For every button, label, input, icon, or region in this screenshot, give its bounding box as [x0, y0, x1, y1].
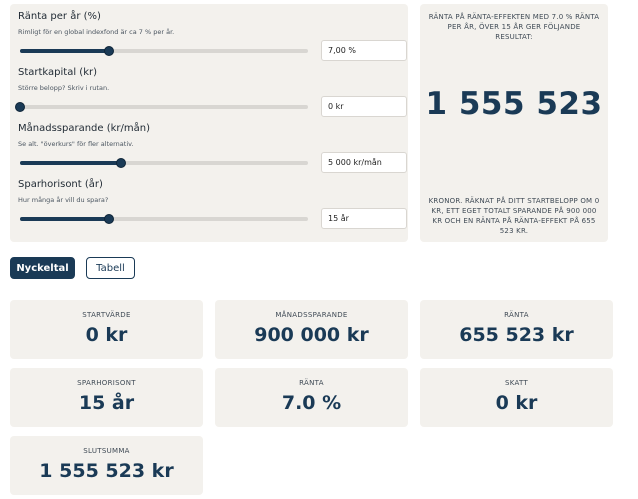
interest-rate-slider[interactable] — [20, 46, 308, 56]
card-label: Skatt — [504, 379, 529, 387]
card-label: Månadssparande — [275, 311, 348, 319]
key-figure-card-horizon: Sparhorisont 15 år — [10, 368, 203, 427]
monthly-savings-slider-fill — [20, 161, 121, 165]
interest-rate-label: Ränta per år (%) — [18, 11, 101, 22]
start-capital-hint: Större belopp? Skriv i rutan. — [18, 84, 110, 92]
key-figure-card-interest-rate: Ränta 7.0 % — [215, 368, 408, 427]
savings-horizon-slider-fill — [20, 217, 110, 221]
savings-horizon-hint: Hur många år vill du spara? — [18, 196, 109, 204]
start-capital-slider-handle[interactable] — [15, 102, 25, 112]
card-label: Ränta — [504, 311, 529, 319]
start-capital-input[interactable]: 0 kr — [321, 96, 407, 117]
tab-tabell[interactable]: Tabell — [86, 257, 135, 279]
card-value: 0 kr — [85, 324, 128, 346]
result-panel: Ränta på ränta-effekten med 7.0 % ränta … — [420, 4, 608, 242]
card-value: 0 kr — [495, 392, 538, 414]
key-figure-card-final-sum: Slutsumma 1 555 523 kr — [10, 436, 203, 495]
monthly-savings-slider-handle[interactable] — [115, 158, 126, 168]
savings-horizon-input[interactable]: 15 år — [321, 208, 407, 229]
result-total-value: 1 555 523 — [425, 86, 603, 122]
key-figure-card-interest-earned: Ränta 655 523 kr — [420, 300, 613, 359]
interest-rate-group: Ränta per år (%) Rimligt för en global i… — [18, 11, 407, 67]
card-value: 900 000 kr — [254, 324, 369, 346]
savings-horizon-slider-handle[interactable] — [104, 214, 115, 224]
card-value: 655 523 kr — [459, 324, 574, 346]
result-explanation-text: Kronor. Räknat på ditt startbelopp om 0 … — [428, 197, 600, 235]
key-figure-card-start-value: Startvärde 0 kr — [10, 300, 203, 359]
card-value: 7.0 % — [281, 392, 342, 414]
start-capital-slider[interactable] — [15, 102, 308, 112]
card-value: 1 555 523 kr — [39, 460, 174, 482]
result-intro-text: Ränta på ränta-effekten med 7.0 % ränta … — [428, 13, 600, 41]
key-figure-card-tax: Skatt 0 kr — [420, 368, 613, 427]
savings-horizon-slider[interactable] — [20, 214, 308, 224]
key-figure-card-monthly-savings: Månadssparande 900 000 kr — [215, 300, 408, 359]
monthly-savings-input[interactable]: 5 000 kr/mån — [321, 152, 407, 173]
savings-horizon-group: Sparhorisont (år) Hur många år vill du s… — [18, 179, 407, 235]
interest-rate-slider-fill — [20, 49, 110, 53]
start-capital-group: Startkapital (kr) Större belopp? Skriv i… — [15, 67, 407, 123]
monthly-savings-group: Månadssparande (kr/mån) Se alt. "överkur… — [18, 123, 407, 179]
start-capital-label: Startkapital (kr) — [18, 67, 98, 78]
calculator-inputs-panel: Ränta per år (%) Rimligt för en global i… — [10, 4, 408, 242]
savings-horizon-label: Sparhorisont (år) — [18, 179, 103, 190]
interest-rate-hint: Rimligt för en global indexfond är ca 7 … — [18, 28, 175, 36]
card-label: Slutsumma — [83, 447, 130, 455]
monthly-savings-slider[interactable] — [20, 158, 308, 168]
card-label: Sparhorisont — [77, 379, 136, 387]
card-value: 15 år — [78, 392, 135, 414]
monthly-savings-label: Månadssparande (kr/mån) — [18, 123, 151, 134]
interest-rate-slider-handle[interactable] — [104, 46, 115, 56]
interest-rate-input[interactable]: 7,00 % — [321, 40, 407, 61]
monthly-savings-hint: Se alt. "överkurs" för fler alternativ. — [18, 140, 134, 148]
card-label: Startvärde — [82, 311, 131, 319]
tab-nyckeltal[interactable]: Nyckeltal — [10, 257, 75, 279]
card-label: Ränta — [299, 379, 324, 387]
